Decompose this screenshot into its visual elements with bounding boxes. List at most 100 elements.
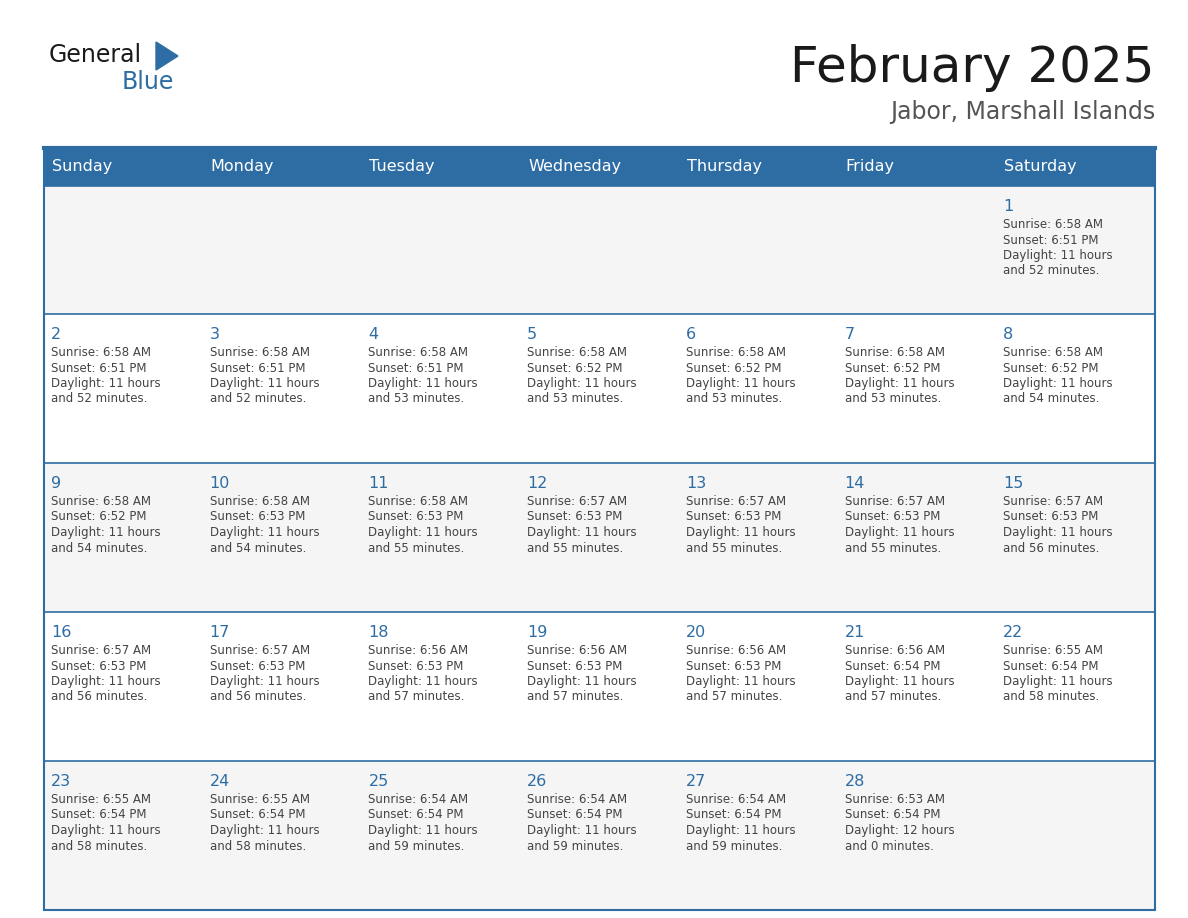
Text: Sunrise: 6:57 AM: Sunrise: 6:57 AM <box>210 644 310 657</box>
Text: 16: 16 <box>51 625 71 640</box>
Text: and 55 minutes.: and 55 minutes. <box>527 542 624 554</box>
Text: Sunrise: 6:58 AM: Sunrise: 6:58 AM <box>51 346 151 359</box>
Text: Sunrise: 6:54 AM: Sunrise: 6:54 AM <box>527 793 627 806</box>
Text: Sunrise: 6:54 AM: Sunrise: 6:54 AM <box>685 793 786 806</box>
Bar <box>44 314 1155 463</box>
Text: Sunrise: 6:56 AM: Sunrise: 6:56 AM <box>685 644 786 657</box>
Text: Sunset: 6:51 PM: Sunset: 6:51 PM <box>51 362 146 375</box>
Text: and 58 minutes.: and 58 minutes. <box>51 839 147 853</box>
Text: and 58 minutes.: and 58 minutes. <box>210 839 307 853</box>
Text: Sunrise: 6:58 AM: Sunrise: 6:58 AM <box>527 346 627 359</box>
Text: and 0 minutes.: and 0 minutes. <box>845 839 934 853</box>
Text: 13: 13 <box>685 476 706 491</box>
Text: Saturday: Saturday <box>1004 160 1076 174</box>
Text: Sunset: 6:52 PM: Sunset: 6:52 PM <box>845 362 940 375</box>
Text: and 59 minutes.: and 59 minutes. <box>685 839 782 853</box>
Text: Sunrise: 6:57 AM: Sunrise: 6:57 AM <box>685 495 786 508</box>
Text: Sunset: 6:53 PM: Sunset: 6:53 PM <box>210 659 305 673</box>
Text: Sunset: 6:51 PM: Sunset: 6:51 PM <box>210 362 305 375</box>
Text: 8: 8 <box>1004 327 1013 342</box>
Bar <box>44 186 1155 314</box>
Text: and 57 minutes.: and 57 minutes. <box>368 690 465 703</box>
Text: 6: 6 <box>685 327 696 342</box>
Text: Sunset: 6:54 PM: Sunset: 6:54 PM <box>368 809 465 822</box>
Text: and 55 minutes.: and 55 minutes. <box>368 542 465 554</box>
Text: Daylight: 11 hours: Daylight: 11 hours <box>210 526 320 539</box>
Text: Wednesday: Wednesday <box>529 160 621 174</box>
Text: Sunrise: 6:57 AM: Sunrise: 6:57 AM <box>527 495 627 508</box>
Text: and 54 minutes.: and 54 minutes. <box>51 542 147 554</box>
Text: 19: 19 <box>527 625 548 640</box>
Text: 20: 20 <box>685 625 706 640</box>
Text: Sunset: 6:54 PM: Sunset: 6:54 PM <box>51 809 146 822</box>
Text: and 53 minutes.: and 53 minutes. <box>368 393 465 406</box>
Text: and 57 minutes.: and 57 minutes. <box>845 690 941 703</box>
Text: 1: 1 <box>1004 199 1013 214</box>
Text: 27: 27 <box>685 774 706 789</box>
Text: Daylight: 11 hours: Daylight: 11 hours <box>845 377 954 390</box>
Text: and 54 minutes.: and 54 minutes. <box>210 542 307 554</box>
Text: Sunrise: 6:58 AM: Sunrise: 6:58 AM <box>368 346 468 359</box>
Bar <box>44 761 1155 910</box>
Text: Daylight: 11 hours: Daylight: 11 hours <box>685 526 796 539</box>
Text: Sunset: 6:54 PM: Sunset: 6:54 PM <box>845 809 940 822</box>
Text: Sunset: 6:52 PM: Sunset: 6:52 PM <box>685 362 782 375</box>
Text: Sunrise: 6:58 AM: Sunrise: 6:58 AM <box>368 495 468 508</box>
Text: 24: 24 <box>210 774 230 789</box>
Text: and 56 minutes.: and 56 minutes. <box>1004 542 1100 554</box>
Text: 25: 25 <box>368 774 388 789</box>
Text: and 57 minutes.: and 57 minutes. <box>527 690 624 703</box>
Text: and 53 minutes.: and 53 minutes. <box>527 393 624 406</box>
Text: Daylight: 11 hours: Daylight: 11 hours <box>368 377 478 390</box>
Text: Sunrise: 6:58 AM: Sunrise: 6:58 AM <box>51 495 151 508</box>
Text: Friday: Friday <box>846 160 895 174</box>
Text: Sunset: 6:52 PM: Sunset: 6:52 PM <box>51 510 146 523</box>
Text: 23: 23 <box>51 774 71 789</box>
Text: Daylight: 11 hours: Daylight: 11 hours <box>51 824 160 837</box>
Text: Jabor, Marshall Islands: Jabor, Marshall Islands <box>890 100 1155 124</box>
Text: Daylight: 11 hours: Daylight: 11 hours <box>527 526 637 539</box>
Text: and 55 minutes.: and 55 minutes. <box>685 542 782 554</box>
Text: 26: 26 <box>527 774 548 789</box>
Text: Thursday: Thursday <box>687 160 762 174</box>
Text: Sunday: Sunday <box>52 160 112 174</box>
Text: Sunrise: 6:58 AM: Sunrise: 6:58 AM <box>210 495 310 508</box>
Text: and 56 minutes.: and 56 minutes. <box>210 690 307 703</box>
Text: Daylight: 11 hours: Daylight: 11 hours <box>51 377 160 390</box>
Text: Daylight: 11 hours: Daylight: 11 hours <box>1004 377 1113 390</box>
Text: Daylight: 11 hours: Daylight: 11 hours <box>210 675 320 688</box>
Text: Sunrise: 6:55 AM: Sunrise: 6:55 AM <box>51 793 151 806</box>
Bar <box>44 612 1155 761</box>
Text: Sunset: 6:51 PM: Sunset: 6:51 PM <box>368 362 465 375</box>
Text: February 2025: February 2025 <box>790 44 1155 92</box>
Text: Daylight: 11 hours: Daylight: 11 hours <box>845 675 954 688</box>
Text: Sunrise: 6:58 AM: Sunrise: 6:58 AM <box>845 346 944 359</box>
Text: Sunrise: 6:58 AM: Sunrise: 6:58 AM <box>685 346 785 359</box>
Text: General: General <box>49 43 143 67</box>
Text: 5: 5 <box>527 327 537 342</box>
Text: Daylight: 11 hours: Daylight: 11 hours <box>685 377 796 390</box>
Text: Sunset: 6:54 PM: Sunset: 6:54 PM <box>1004 659 1099 673</box>
Text: and 56 minutes.: and 56 minutes. <box>51 690 147 703</box>
Text: and 52 minutes.: and 52 minutes. <box>51 393 147 406</box>
Text: and 57 minutes.: and 57 minutes. <box>685 690 782 703</box>
Text: Sunrise: 6:56 AM: Sunrise: 6:56 AM <box>368 644 468 657</box>
Text: Daylight: 11 hours: Daylight: 11 hours <box>51 675 160 688</box>
Text: Sunrise: 6:56 AM: Sunrise: 6:56 AM <box>527 644 627 657</box>
Text: Daylight: 11 hours: Daylight: 11 hours <box>210 377 320 390</box>
Text: Sunset: 6:53 PM: Sunset: 6:53 PM <box>51 659 146 673</box>
Text: Daylight: 11 hours: Daylight: 11 hours <box>368 526 478 539</box>
Text: 11: 11 <box>368 476 388 491</box>
Text: Daylight: 11 hours: Daylight: 11 hours <box>368 675 478 688</box>
Text: Sunset: 6:53 PM: Sunset: 6:53 PM <box>527 510 623 523</box>
Text: Sunset: 6:53 PM: Sunset: 6:53 PM <box>210 510 305 523</box>
Text: 10: 10 <box>210 476 230 491</box>
Text: 17: 17 <box>210 625 230 640</box>
Text: Sunset: 6:52 PM: Sunset: 6:52 PM <box>1004 362 1099 375</box>
Text: Sunrise: 6:57 AM: Sunrise: 6:57 AM <box>51 644 151 657</box>
Text: 12: 12 <box>527 476 548 491</box>
Text: 7: 7 <box>845 327 854 342</box>
Text: Blue: Blue <box>122 70 175 94</box>
Text: Tuesday: Tuesday <box>369 160 435 174</box>
Text: Sunrise: 6:57 AM: Sunrise: 6:57 AM <box>1004 495 1104 508</box>
